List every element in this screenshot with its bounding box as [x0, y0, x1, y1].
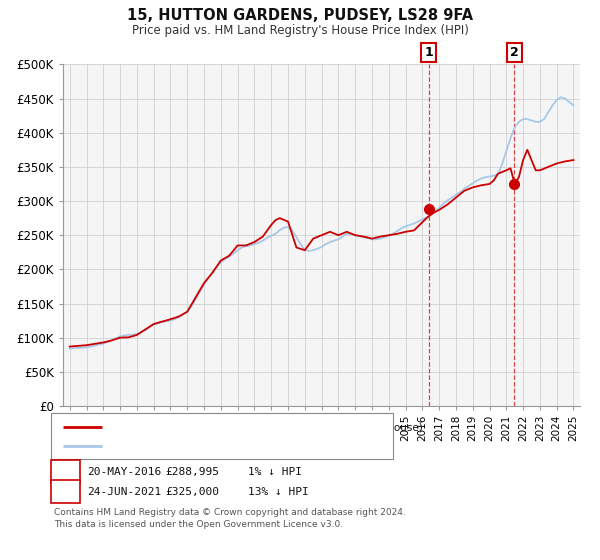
- Text: 24-JUN-2021: 24-JUN-2021: [88, 487, 162, 497]
- Text: £325,000: £325,000: [166, 487, 220, 497]
- Text: 1: 1: [61, 465, 70, 478]
- Text: Price paid vs. HM Land Registry's House Price Index (HPI): Price paid vs. HM Land Registry's House …: [131, 24, 469, 36]
- Text: HPI: Average price, detached house, Leeds: HPI: Average price, detached house, Leed…: [108, 441, 331, 451]
- Text: 15, HUTTON GARDENS, PUDSEY, LS28 9FA: 15, HUTTON GARDENS, PUDSEY, LS28 9FA: [127, 8, 473, 24]
- Text: This data is licensed under the Open Government Licence v3.0.: This data is licensed under the Open Gov…: [54, 520, 343, 529]
- Text: 15, HUTTON GARDENS, PUDSEY, LS28 9FA (detached house): 15, HUTTON GARDENS, PUDSEY, LS28 9FA (de…: [108, 422, 423, 432]
- Text: 2: 2: [61, 485, 70, 498]
- Text: 20-MAY-2016: 20-MAY-2016: [88, 466, 162, 477]
- Text: 13% ↓ HPI: 13% ↓ HPI: [248, 487, 308, 497]
- Text: 1: 1: [424, 46, 433, 59]
- Text: Contains HM Land Registry data © Crown copyright and database right 2024.: Contains HM Land Registry data © Crown c…: [54, 508, 406, 517]
- Text: £288,995: £288,995: [166, 466, 220, 477]
- Text: 1% ↓ HPI: 1% ↓ HPI: [248, 466, 302, 477]
- Text: 2: 2: [510, 46, 519, 59]
